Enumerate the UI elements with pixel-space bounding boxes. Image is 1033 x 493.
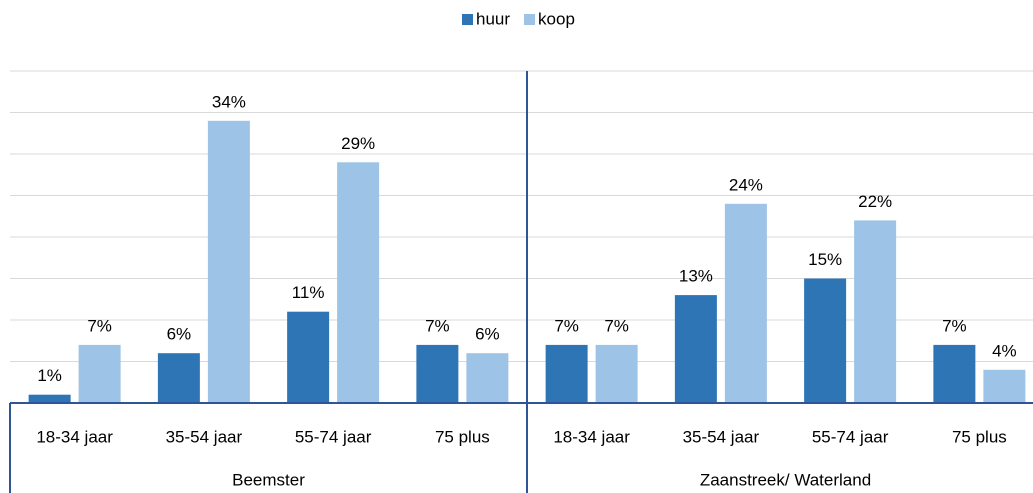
bar [78,344,121,403]
value-label: 22% [858,192,892,211]
bar [674,295,717,403]
bar [933,344,976,403]
bar [804,278,847,403]
group-label: Beemster [232,470,305,489]
legend-swatch [524,14,536,25]
bar [416,344,459,403]
value-label: 1% [37,366,62,385]
bar [207,120,250,404]
value-label: 11% [292,283,325,302]
bar [595,344,638,403]
x-tick-label: 55-74 jaar [812,427,889,446]
bar [287,311,330,403]
x-tick-label: 55-74 jaar [295,427,372,446]
x-tick-label: 35-54 jaar [683,427,760,446]
x-tick-label: 18-34 jaar [553,427,630,446]
bar [157,353,200,403]
bar [724,203,767,403]
group-label: Zaanstreek/ Waterland [700,470,871,489]
x-tick-label: 18-34 jaar [36,427,113,446]
bar [545,344,588,403]
value-label: 13% [679,267,713,286]
bar [466,353,509,403]
value-label: 7% [942,316,967,335]
bar [983,369,1026,403]
x-tick-label: 35-54 jaar [166,427,243,446]
value-label: 24% [729,175,763,194]
bar [28,394,71,403]
x-tick-label: 75 plus [952,427,1007,446]
legend-swatch [462,14,473,25]
legend-label: huur [476,9,510,28]
value-label: 7% [554,316,579,335]
value-label: 7% [604,316,629,335]
value-label: 4% [992,341,1017,360]
legend-label: koop [538,9,575,28]
bar [337,162,380,403]
value-label: 15% [808,250,842,269]
value-label: 34% [212,92,246,111]
bar [854,220,897,403]
value-label: 7% [87,316,112,335]
value-label: 29% [341,134,375,153]
value-label: 6% [167,325,192,344]
x-tick-label: 75 plus [435,427,490,446]
value-label: 6% [475,325,500,344]
value-label: 7% [425,316,450,335]
